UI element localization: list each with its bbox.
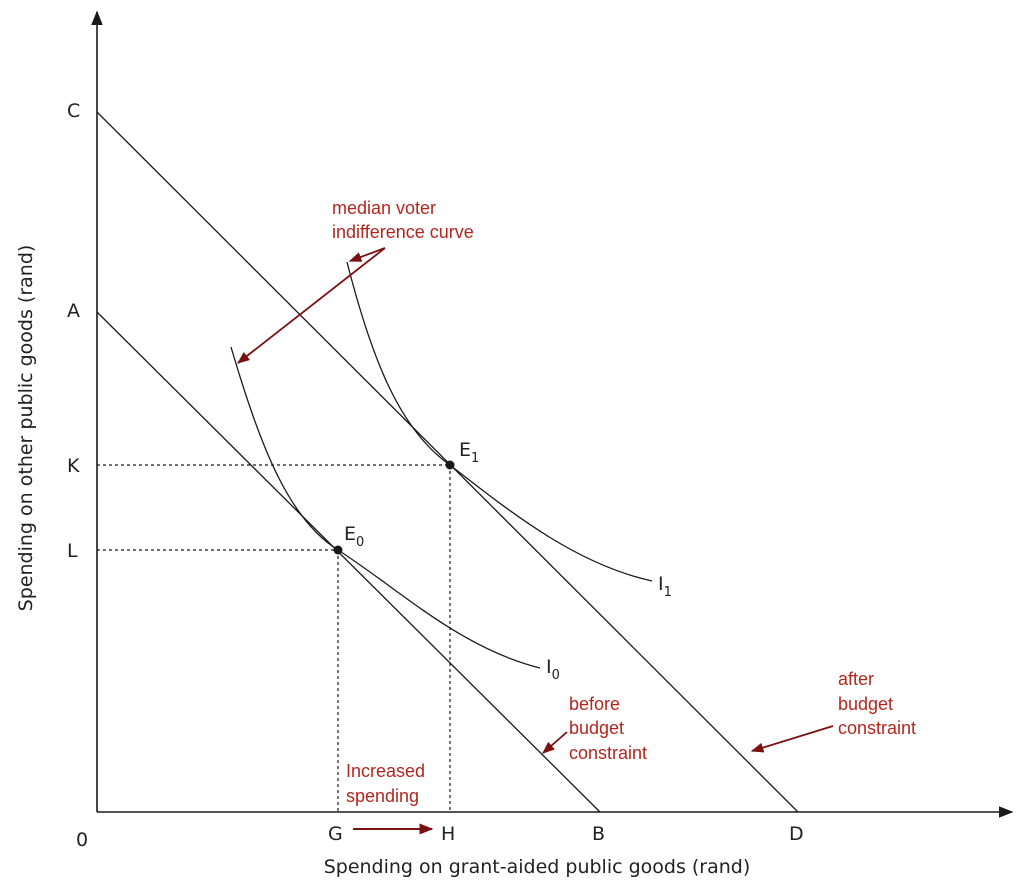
before-line-3: constraint [569, 743, 647, 763]
after-line-1: after [838, 669, 874, 689]
label-e1: E1 [459, 439, 479, 466]
y-axis-title: Spending on other public goods (rand) [15, 245, 37, 612]
after-line-2: budget [838, 694, 893, 714]
median-voter-line-1: median voter [332, 198, 436, 218]
arrow-after-to-line [750, 725, 834, 753]
after-line-3: constraint [838, 718, 916, 738]
x-axis-title: Spending on grant-aided public goods (ra… [324, 856, 751, 878]
before-line-1: before [569, 694, 620, 714]
increased-line-2: spending [346, 786, 419, 806]
annotation-increased: Increased spending [346, 761, 425, 806]
increased-line-1: Increased [346, 761, 425, 781]
label-e0: E0 [344, 523, 364, 550]
arrow-median-voter-to-i0 [237, 247, 386, 364]
label-i0: I0 [546, 656, 560, 683]
x-tick-g: G [328, 823, 343, 845]
before-line-2: budget [569, 718, 624, 738]
arrow-median-voter-to-i1 [348, 247, 386, 262]
x-tick-h: H [441, 823, 455, 845]
point-e0 [333, 545, 343, 555]
annotation-median-voter: median voter indifference curve [332, 198, 474, 242]
x-tick-b: B [592, 823, 605, 845]
annotation-before: before budget constraint [569, 694, 647, 763]
origin-label: 0 [76, 829, 88, 851]
y-tick-l: L [67, 540, 78, 562]
before-budget-line [96, 311, 601, 813]
indifference-curve-i1 [346, 261, 653, 582]
y-tick-a: A [67, 300, 80, 322]
x-tick-d: D [789, 823, 804, 845]
y-tick-k: K [67, 455, 80, 477]
y-tick-c: C [67, 100, 80, 122]
point-e1 [445, 460, 455, 470]
label-i1: I1 [658, 573, 672, 600]
arrow-before-to-line [542, 731, 568, 754]
annotation-after: after budget constraint [838, 669, 916, 738]
median-voter-line-2: indifference curve [332, 222, 474, 242]
